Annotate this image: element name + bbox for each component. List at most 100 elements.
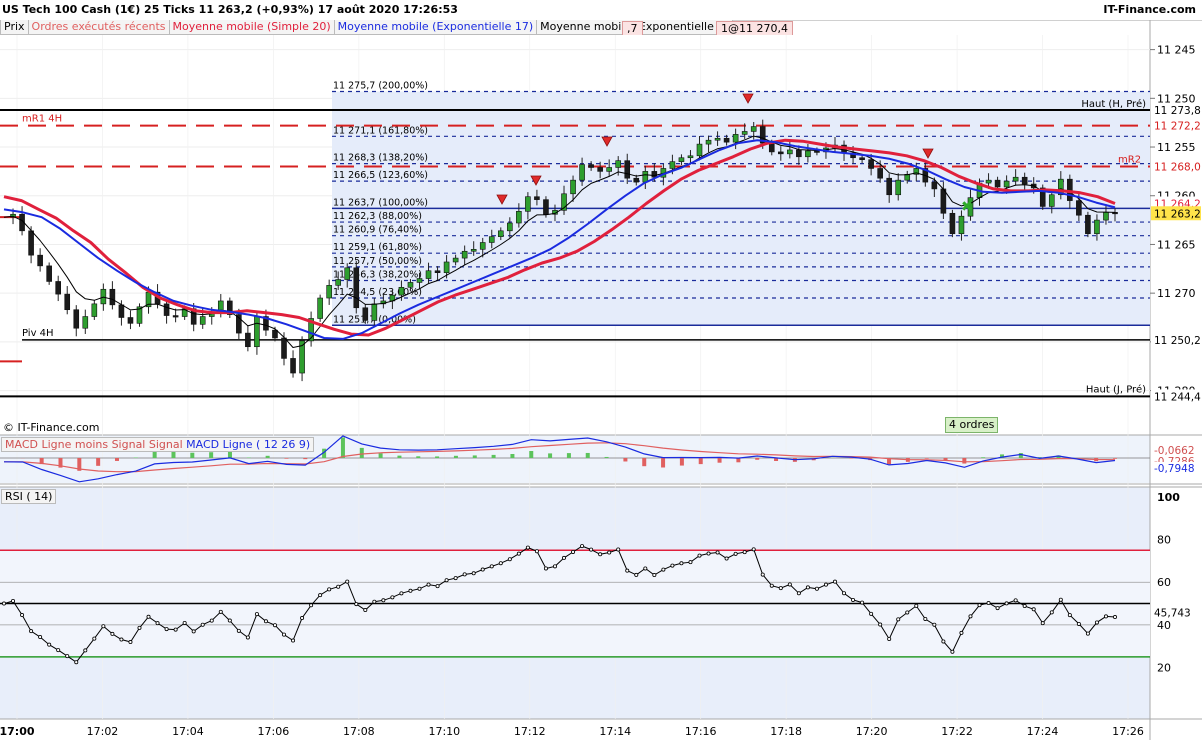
macd-hist-bar — [1056, 455, 1061, 458]
macd-hist-bar — [585, 452, 590, 458]
macd-hist-bar — [698, 458, 703, 465]
rsi-legend[interactable]: RSI ( 14) — [1, 489, 57, 504]
macd-hist-bar — [397, 455, 402, 458]
candle-body — [407, 282, 414, 288]
tag-mr2-bg — [1151, 159, 1201, 174]
candle-body — [516, 211, 522, 224]
order-badge[interactable]: 1@11 270,4 — [716, 21, 793, 37]
rsi-point — [787, 582, 792, 587]
rsi-point — [164, 627, 169, 632]
rsi-point — [1094, 620, 1099, 625]
candle-body — [570, 179, 576, 195]
rsi-point — [706, 551, 711, 556]
macd-hist-bar — [378, 453, 383, 458]
price-tick-label: 11 270 — [1157, 287, 1196, 300]
rsi-point — [914, 603, 919, 608]
rsi-point — [525, 545, 530, 550]
macd-hist-bar — [529, 451, 534, 458]
rsi-tick-label: 100 — [1157, 491, 1180, 504]
candle-body — [199, 316, 206, 325]
candle-body — [299, 340, 305, 374]
macd-tag-line: -0,7948 — [1154, 463, 1195, 475]
rsi-point — [29, 629, 34, 634]
time-tick-label: 17:16 — [685, 725, 717, 738]
time-tick-label: 17:26 — [1112, 725, 1144, 738]
rsi-point — [354, 602, 359, 607]
fib-label: 11 268,3 (138,20%) — [333, 153, 428, 164]
rsi-tick-label: 20 — [1157, 661, 1171, 674]
macd-hist-bar — [755, 458, 760, 460]
legend-prix[interactable]: Prix — [0, 20, 29, 35]
tag-haut-j-bg — [1151, 389, 1201, 404]
candle-body — [362, 307, 369, 321]
candle-body — [994, 179, 1001, 188]
candle-body — [1067, 178, 1073, 201]
time-tick-label: 17:12 — [514, 725, 546, 738]
candle-body — [732, 134, 739, 143]
candle-body — [344, 267, 351, 280]
candle-body — [814, 150, 820, 153]
macd-hist-bar — [472, 455, 477, 458]
macd-hist-bar — [1000, 454, 1005, 458]
candle-body — [768, 142, 775, 153]
macd-legend[interactable]: MACD Ligne moins Signal Signal MACD Lign… — [1, 437, 315, 452]
legend-orders[interactable]: Ordres exécutés récents — [27, 20, 170, 35]
macd-hist-bar — [152, 451, 157, 458]
candle-body — [488, 236, 495, 243]
time-tick-label: 17:22 — [941, 725, 973, 738]
candle-body — [1039, 187, 1046, 207]
rsi-point — [643, 566, 648, 571]
candle-body — [118, 304, 125, 318]
candle-body — [759, 126, 766, 144]
rsi-point — [245, 635, 250, 640]
orders-badge[interactable]: 4 ordres — [945, 417, 999, 433]
xaxis-bg — [0, 719, 1202, 740]
header-bar: US Tech 100 Cash (1€) 25 Ticks 11 263,2 … — [0, 0, 1202, 21]
macd-hist-bar — [661, 458, 666, 468]
brand-label[interactable]: IT-Finance.com — [1103, 3, 1196, 16]
rsi-point — [209, 618, 214, 623]
price-tick-label: 11 250 — [1157, 92, 1196, 105]
rsi-point — [1113, 615, 1118, 620]
rsi-point — [327, 587, 332, 592]
rsi-point — [652, 573, 657, 578]
rsi-point — [977, 603, 982, 608]
rsi-point — [1058, 597, 1063, 602]
rsi-point — [1103, 614, 1108, 619]
candle-body — [805, 150, 811, 158]
rsi-point — [534, 549, 539, 554]
rsi-point — [832, 579, 837, 584]
candle-body — [958, 215, 965, 235]
tag-piv-bg — [1151, 332, 1201, 347]
candle-body — [1048, 194, 1055, 207]
rsi-point — [688, 560, 693, 565]
candle-body — [1058, 178, 1064, 196]
tag-haut-h-bg — [1151, 103, 1201, 118]
rsi-point — [155, 621, 160, 626]
candle-body — [877, 168, 883, 179]
rsi-point — [959, 630, 964, 635]
rsi-point — [805, 585, 810, 590]
rsi-point — [453, 576, 458, 581]
time-tick-label: 17:04 — [172, 725, 204, 738]
legend-sma20[interactable]: Moyenne mobile (Simple 20) — [168, 20, 335, 35]
legend-ema17[interactable]: Moyenne mobile (Exponentielle 17) — [333, 20, 538, 35]
rsi-point — [381, 598, 386, 603]
rsi-right-axis — [1150, 487, 1202, 719]
fib-label: 11 263,7 (100,00%) — [333, 197, 428, 208]
candle-body — [606, 167, 612, 172]
candle-body — [696, 143, 703, 157]
rsi-point — [291, 638, 296, 643]
rsi-point — [562, 555, 567, 560]
macd-hist-bar — [284, 458, 289, 459]
candle-body — [741, 131, 748, 135]
candle-body — [1094, 219, 1100, 235]
macd-hist-bar — [849, 458, 854, 459]
rsi-point — [552, 564, 557, 569]
rsi-point — [318, 593, 323, 598]
price-tick-label: 11 255 — [1157, 141, 1196, 154]
candle-body — [525, 196, 531, 212]
candle-body — [750, 126, 757, 132]
candle-body — [326, 285, 332, 299]
candle-body — [443, 261, 450, 273]
